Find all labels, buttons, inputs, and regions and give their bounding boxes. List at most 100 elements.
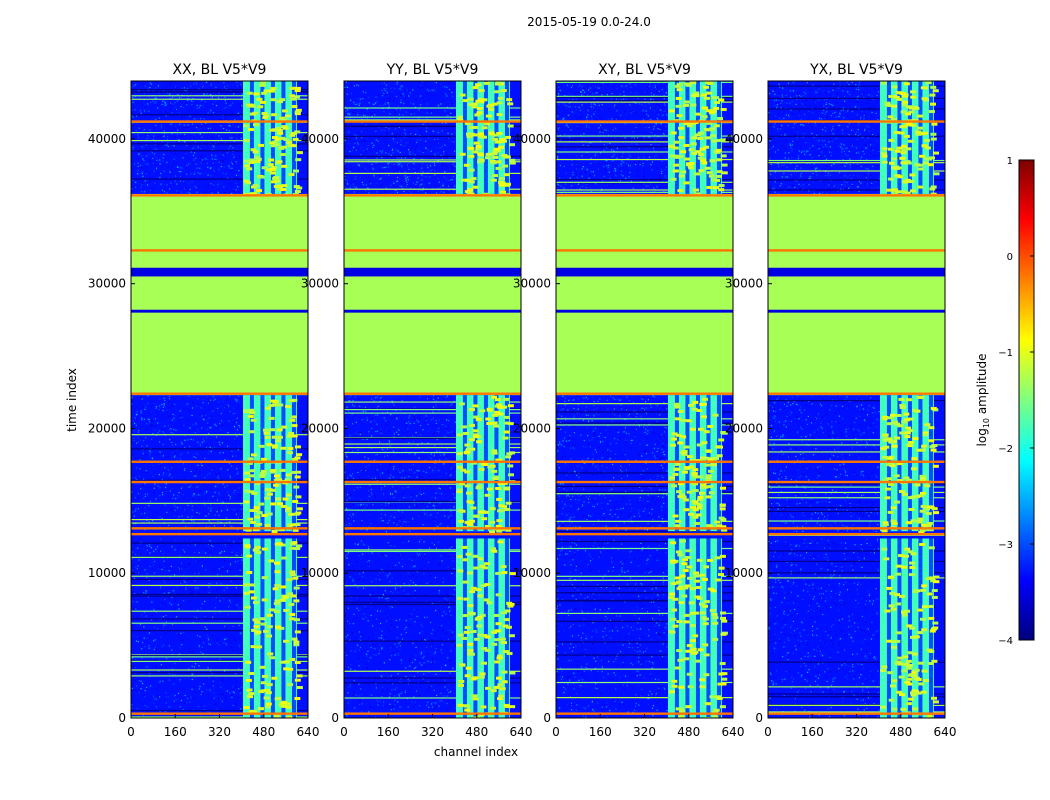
rfi-burst	[294, 547, 301, 551]
heatmap-pixel	[139, 458, 141, 461]
heatmap-pixel	[381, 438, 383, 440]
heatmap-pixel	[448, 88, 451, 91]
heatmap-pixel	[452, 667, 454, 669]
heatmap-pixel	[425, 471, 428, 473]
heatmap-pixel	[172, 432, 174, 434]
heatmap-pixel	[171, 144, 173, 146]
heatmap-pixel	[145, 591, 147, 593]
heatmap-pixel	[158, 430, 161, 432]
heatmap-pixel	[188, 172, 190, 175]
heatmap-pixel	[211, 141, 213, 144]
heatmap-pixel	[161, 462, 163, 464]
heatmap-pixel	[141, 613, 143, 615]
heatmap-pixel	[398, 126, 401, 129]
heatmap-pixel	[454, 497, 456, 499]
heatmap-pixel	[227, 405, 230, 407]
heatmap-pixel	[205, 513, 207, 515]
heatmap-pixel	[132, 511, 135, 513]
heatmap-pixel	[167, 592, 170, 594]
heatmap-pixel	[189, 558, 192, 561]
heatmap-pixel	[174, 125, 176, 127]
heatmap-pixel	[201, 146, 203, 149]
heatmap-pixel	[142, 691, 144, 693]
heatmap-pixel	[238, 487, 240, 489]
heatmap-pixel	[210, 507, 213, 509]
heatmap-pixel	[156, 100, 158, 103]
heatmap-pixel	[169, 429, 171, 431]
heatmap-pixel	[194, 171, 196, 173]
rfi-burst	[277, 131, 284, 135]
heatmap-pixel	[180, 177, 182, 179]
heatmap-pixel	[178, 112, 180, 114]
heatmap-pixel	[140, 155, 142, 157]
heatmap-pixel	[414, 172, 416, 174]
heatmap-pixel	[234, 652, 236, 654]
rfi-burst	[244, 164, 251, 168]
heatmap-pixel	[344, 411, 346, 413]
heatmap-pixel	[420, 134, 423, 136]
heatmap-pixel	[379, 85, 381, 88]
heatmap-pixel	[237, 471, 239, 473]
heatmap-pixel	[404, 132, 406, 134]
heatmap-pixel	[236, 465, 239, 467]
heatmap-pixel	[142, 509, 144, 511]
heatmap-pixel	[393, 522, 395, 524]
heatmap-pixel	[150, 621, 152, 623]
bright-time-row	[131, 392, 308, 395]
heatmap-pixel	[435, 430, 438, 432]
heatmap-pixel	[397, 428, 399, 431]
heatmap-pixel	[202, 105, 204, 107]
heatmap-pixel	[149, 398, 152, 400]
heatmap-pixel	[187, 124, 189, 126]
rfi-burst	[261, 598, 268, 602]
heatmap-pixel	[424, 421, 426, 423]
heatmap-pixel	[227, 571, 229, 573]
heatmap-pixel	[223, 597, 225, 600]
heatmap-pixel	[389, 111, 391, 113]
heatmap-pixel	[155, 161, 157, 163]
heatmap-pixel	[135, 407, 137, 409]
heatmap-pixel	[446, 455, 448, 457]
heatmap-pixel	[155, 644, 157, 646]
heatmap-pixel	[362, 167, 364, 170]
heatmap-pixel	[380, 444, 383, 446]
heatmap-pixel	[354, 134, 356, 136]
heatmap-pixel	[216, 145, 218, 147]
heatmap-pixel	[228, 127, 230, 129]
heatmap-pixel	[167, 399, 169, 401]
heatmap-pixel	[166, 491, 168, 494]
heatmap-pixel	[135, 608, 137, 610]
heatmap-pixel	[234, 429, 236, 431]
heatmap-pixel	[435, 507, 438, 509]
heatmap-pixel	[383, 417, 385, 419]
heatmap-pixel	[391, 117, 393, 119]
heatmap-pixel	[158, 474, 160, 476]
time-stripe	[131, 593, 308, 596]
heatmap-pixel	[414, 154, 417, 156]
heatmap-pixel	[437, 151, 439, 154]
heatmap-pixel	[435, 82, 437, 84]
heatmap-pixel	[384, 514, 386, 516]
heatmap-pixel	[155, 499, 157, 501]
heatmap-pixel	[392, 476, 394, 478]
heatmap-pixel	[136, 479, 138, 481]
heatmap-pixel	[218, 400, 220, 402]
heatmap-pixel	[131, 159, 133, 161]
heatmap-pixel	[398, 510, 400, 512]
heatmap-pixel	[222, 154, 224, 156]
heatmap-pixel	[358, 609, 360, 612]
heatmap-pixel	[350, 92, 353, 95]
heatmap-pixel	[163, 404, 165, 406]
heatmap-pixel	[452, 164, 454, 166]
heatmap-pixel	[187, 504, 189, 506]
heatmap-pixel	[137, 165, 139, 168]
rfi-burst	[295, 158, 302, 162]
heatmap-pixel	[235, 681, 237, 683]
heatmap-pixel	[143, 93, 146, 95]
heatmap-pixel	[131, 558, 134, 560]
heatmap-pixel	[357, 471, 359, 474]
heatmap-pixel	[389, 477, 391, 479]
heatmap-pixel	[446, 419, 448, 421]
heatmap-pixel	[145, 517, 148, 520]
heatmap-pixel	[208, 520, 210, 522]
